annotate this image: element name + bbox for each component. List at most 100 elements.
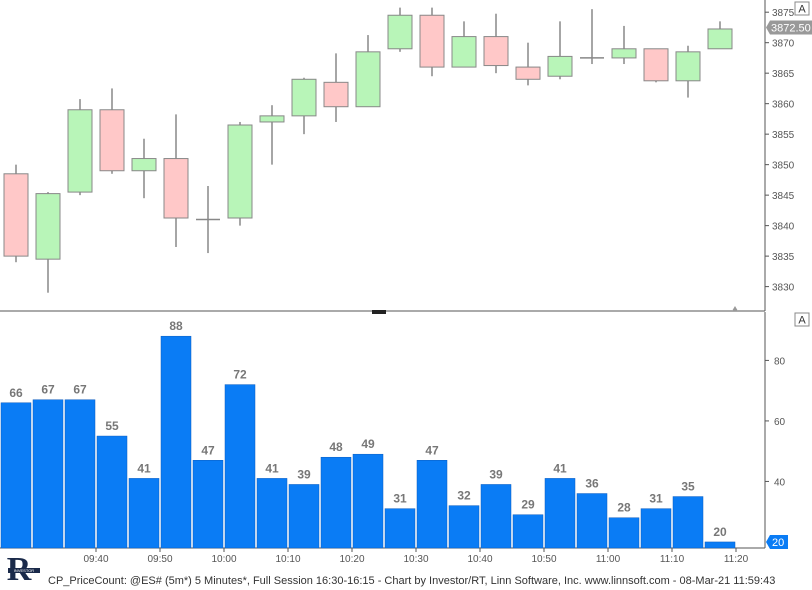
count-bar-label: 48 <box>329 440 343 454</box>
time-tick-label: 10:50 <box>531 554 556 565</box>
scroll-marker-icon[interactable] <box>732 306 738 311</box>
chart-footer: CP_PriceCount: @ES# (5m*) 5 Minutes*, Fu… <box>48 575 776 587</box>
last-price-label: 3872.50 <box>771 22 811 34</box>
count-panel-button[interactable]: A <box>794 312 810 327</box>
candle-body-up <box>291 78 317 117</box>
last-price-tag-shape <box>766 20 812 35</box>
candle-body-down <box>483 36 509 67</box>
candle <box>163 114 189 247</box>
count-bar-label: 35 <box>681 480 695 494</box>
candle-body-down <box>99 109 125 172</box>
candle-body-up <box>451 36 477 68</box>
candle-body-up <box>547 55 573 77</box>
last-count-tag-shape <box>766 534 788 549</box>
count-bar <box>448 505 480 549</box>
last-count-label: 20 <box>772 537 784 549</box>
price-tick-label: 3840 <box>772 222 795 233</box>
count-bar-label: 39 <box>489 467 503 481</box>
count-bar <box>576 493 608 549</box>
count-tick-label: 80 <box>774 356 786 367</box>
price-panel-button-label[interactable]: A <box>798 4 806 16</box>
count-bar <box>320 456 352 549</box>
price-tick-label: 3865 <box>772 69 795 80</box>
count-bar-label: 55 <box>105 419 119 433</box>
count-bar <box>64 399 96 549</box>
candle <box>196 185 220 254</box>
candle-body-down <box>163 158 189 219</box>
price-tick-label: 3870 <box>772 39 795 50</box>
candle-body-up <box>611 48 637 59</box>
count-bar-label: 28 <box>617 501 631 515</box>
count-bar-label: 72 <box>233 368 247 382</box>
time-tick-label: 10:40 <box>467 554 492 565</box>
count-tick-label: 40 <box>774 477 786 488</box>
count-bar <box>96 435 128 549</box>
candle <box>643 48 669 83</box>
count-bar-label: 41 <box>553 461 567 475</box>
time-tick-label: 10:20 <box>339 554 364 565</box>
count-bar-label: 67 <box>73 383 87 397</box>
count-panel-button-box[interactable] <box>794 312 810 327</box>
logo-caption: INVESTOR <box>14 568 34 573</box>
candle-body-up <box>67 109 93 193</box>
price-panel-button[interactable]: A <box>794 1 810 16</box>
candle-body-up <box>35 193 61 260</box>
price-tick-label: 3855 <box>772 130 795 141</box>
price-panel: 3830 3835 3840 3845 3850 3855 3860 3865 3870 3875… <box>0 0 812 312</box>
count-bar-label: 47 <box>201 443 215 457</box>
count-bar-label: 32 <box>457 489 471 503</box>
candle <box>259 105 285 165</box>
count-bar <box>352 453 384 549</box>
time-axis: 09:40 09:50 10:00 10:10 10:20 10:30 10:40 10:50… <box>83 548 749 565</box>
time-tick-label: 09:50 <box>147 554 172 565</box>
count-bar-label: 20 <box>713 525 727 539</box>
count-bar-label: 67 <box>41 383 55 397</box>
candle <box>451 21 477 68</box>
price-tick-label: 3875 <box>772 8 795 19</box>
count-bar <box>160 335 192 549</box>
count-bars: 66 67 67 55 41 88 47 72 41 39 48 49 31 47 32 39 29 41 36 28… <box>0 319 736 549</box>
count-bar-label: 41 <box>137 461 151 475</box>
time-tick-label: 10:10 <box>275 554 300 565</box>
candle-body-up <box>227 124 253 219</box>
count-panel: 40 60 80 66 67 67 55 41 88 47 72 41 39 48 49 31 47 32 39 2… <box>0 310 810 565</box>
candle <box>323 53 349 122</box>
time-tick-label: 11:00 <box>596 554 621 565</box>
candle-body-down <box>643 48 669 82</box>
candle <box>355 35 381 108</box>
count-bar-label: 88 <box>169 319 183 333</box>
count-bar <box>480 484 512 549</box>
count-bar-label: 49 <box>361 437 375 451</box>
price-tick-label: 3850 <box>772 161 795 172</box>
count-bar-label: 41 <box>265 461 279 475</box>
count-bar-label: 29 <box>521 498 535 512</box>
count-bar <box>704 541 736 549</box>
price-tick-label: 3860 <box>772 100 795 111</box>
candle-body-up <box>707 28 733 50</box>
candle-body-down <box>419 14 445 68</box>
candle-body-down <box>515 66 541 80</box>
panel-splitter-handle[interactable] <box>372 310 386 314</box>
candle <box>515 42 541 86</box>
candle <box>483 13 509 74</box>
price-axis: 3830 3835 3840 3845 3850 3855 3860 3865 3870 3875 <box>765 8 795 294</box>
candle-body-down <box>3 173 29 257</box>
count-bar <box>608 517 640 549</box>
count-axis: 40 60 80 <box>765 356 786 488</box>
candle <box>3 164 29 263</box>
count-bar <box>32 399 64 549</box>
count-panel-button-label[interactable]: A <box>798 315 806 327</box>
candle <box>387 7 413 52</box>
last-count-tag: 20 <box>766 534 788 549</box>
count-tick-label: 60 <box>774 417 786 428</box>
candle <box>547 21 573 80</box>
candle <box>291 77 317 135</box>
time-tick-label: 11:20 <box>724 554 749 565</box>
price-panel-button-box[interactable] <box>794 1 810 16</box>
last-price-tag: 3872.50 <box>766 20 812 35</box>
time-tick-label: 11:10 <box>660 554 685 565</box>
price-tick-label: 3845 <box>772 191 795 202</box>
count-bar <box>288 484 320 549</box>
count-bar-label: 31 <box>649 492 663 506</box>
